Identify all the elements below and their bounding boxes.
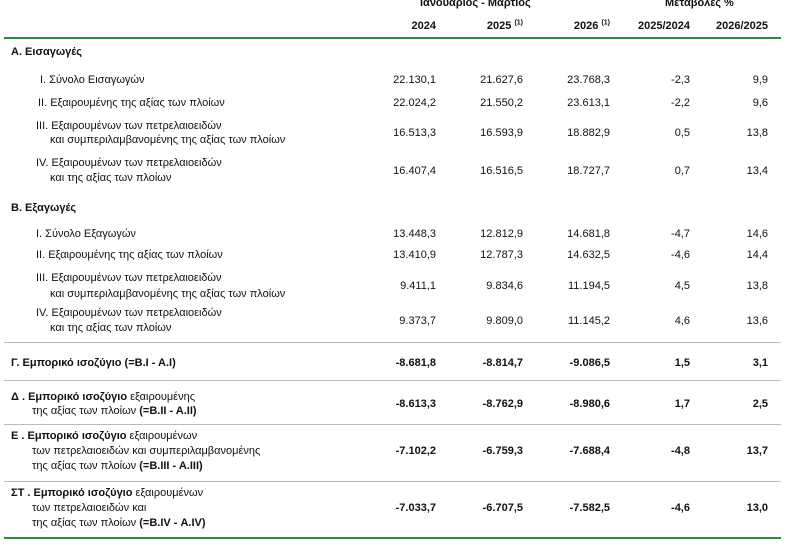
b2-2025: 12.787,3 xyxy=(480,249,523,261)
b1-label: I. Σύνολο Εξαγωγών xyxy=(36,228,136,240)
st-chg2: 13,0 xyxy=(746,502,768,514)
e-chg2: 13,7 xyxy=(746,445,768,457)
g-2024: -8.681,8 xyxy=(395,357,436,369)
d-label-line2: της αξίας των πλοίων (=Β.ΙΙ - Α.ΙΙ) xyxy=(32,405,197,417)
b2-chg2: 14,4 xyxy=(746,249,768,261)
b4-2026: 11.145,2 xyxy=(567,315,610,327)
a4-label-line2: και της αξίας των πλοίων xyxy=(50,172,172,184)
a4-2026: 18.727,7 xyxy=(567,165,610,177)
b2-label: II. Εξαιρουμένης της αξίας των πλοίων xyxy=(36,249,223,261)
d-2025: -8.762,9 xyxy=(482,398,523,410)
col-change2-header: 2026/2025 xyxy=(716,20,768,32)
a3-label-line2: και συμπεριλαμβανομένης της αξίας των πλ… xyxy=(50,134,286,146)
period-header: Ιανουάριος - Μάρτιος xyxy=(420,0,531,9)
d-2026: -8.980,6 xyxy=(569,398,610,410)
b3-chg2: 13,8 xyxy=(746,280,768,292)
b1-chg2: 14,6 xyxy=(746,228,768,240)
a3-2026: 18.882,9 xyxy=(567,127,610,139)
g-chg2: 3,1 xyxy=(752,357,768,369)
divider-g xyxy=(4,380,781,381)
a1-2026: 23.768,3 xyxy=(567,74,610,86)
divider-e xyxy=(4,481,781,482)
g-2025: -8.814,7 xyxy=(482,357,523,369)
b1-2025: 12.812,9 xyxy=(480,228,523,240)
a3-label-line1: III. Εξαιρουμένων των πετρελαιοειδών xyxy=(36,120,222,132)
d-chg1: 1,7 xyxy=(674,398,690,410)
g-chg1: 1,5 xyxy=(674,357,690,369)
b3-2024: 9.411,1 xyxy=(400,280,436,292)
a1-label: I. Σύνολο Εισαγωγών xyxy=(40,74,145,86)
b2-2026: 14.632,5 xyxy=(567,249,610,261)
b3-label-line2: και συμπεριλαμβανομένης της αξίας των πλ… xyxy=(50,288,286,300)
a3-chg2: 13,8 xyxy=(746,127,768,139)
b3-2025: 9.834,6 xyxy=(486,280,523,292)
b4-label-line1: IV. Εξαιρουμένων των πετρελαιοειδών xyxy=(36,307,222,319)
e-label-line3: της αξίας των πλοίων (=Β.ΙΙΙ - Α.ΙΙΙ) xyxy=(32,460,203,472)
section-a-title: Α. Εισαγωγές xyxy=(11,46,82,58)
b3-chg1: 4,5 xyxy=(674,280,690,292)
a2-chg1: -2,2 xyxy=(671,97,690,109)
st-label-line2: των πετρελαιοειδών και xyxy=(32,502,147,514)
b1-chg1: -4,7 xyxy=(671,228,690,240)
section-b-title: Β. Εξαγωγές xyxy=(11,202,77,214)
e-2026: -7.688,4 xyxy=(569,445,610,457)
e-label-line2: των πετρελαιοειδών και συμπεριλαμβανομέν… xyxy=(32,445,261,457)
a4-2025: 16.516,5 xyxy=(480,165,523,177)
footer-rule xyxy=(4,537,781,539)
divider-b xyxy=(4,342,781,343)
col-change1-header: 2025/2024 xyxy=(638,20,690,32)
a4-chg1: 0,7 xyxy=(674,165,690,177)
g-2026: -9.086,5 xyxy=(569,357,610,369)
d-chg2: 2,5 xyxy=(752,398,768,410)
a4-2024: 16.407,4 xyxy=(393,165,436,177)
a4-chg2: 13,4 xyxy=(746,165,768,177)
d-2024: -8.613,3 xyxy=(395,398,436,410)
a1-chg2: 9,9 xyxy=(752,74,768,86)
st-chg1: -4,6 xyxy=(671,502,690,514)
b4-2024: 9.373,7 xyxy=(399,315,436,327)
divider-d xyxy=(4,424,781,425)
st-label-line3: της αξίας των πλοίων (=Β.IV - Α.IV) xyxy=(32,517,206,529)
b1-2026: 14.681,8 xyxy=(567,228,610,240)
st-2025: -6.707,5 xyxy=(482,502,523,514)
a2-chg2: 9,6 xyxy=(752,97,768,109)
change-header: Μεταβολές % xyxy=(665,0,734,9)
a4-label-line1: IV. Εξαιρουμένων των πετρελαιοειδών xyxy=(36,157,222,169)
a3-2025: 16.593,9 xyxy=(480,127,523,139)
col-2024-header: 2024 xyxy=(411,20,436,32)
b4-chg2: 13,6 xyxy=(746,315,768,327)
col-2026-header: 2026 (1) xyxy=(573,19,610,32)
a2-label: II. Εξαιρουμένης της αξίας των πλοίων xyxy=(38,97,225,109)
e-2025: -6.759,3 xyxy=(482,445,523,457)
st-label-line1: ΣΤ . Εμπορικό ισοζύγιο εξαιρουμένων xyxy=(11,487,204,499)
b4-chg1: 4,6 xyxy=(674,315,690,327)
b3-label-line1: III. Εξαιρουμένων των πετρελαιοειδών xyxy=(36,272,222,284)
a1-2025: 21.627,6 xyxy=(480,74,523,86)
b2-chg1: -4,6 xyxy=(671,249,690,261)
st-2026: -7.582,5 xyxy=(569,502,610,514)
b3-2026: 11.194,5 xyxy=(567,280,610,292)
b2-2024: 13.410,9 xyxy=(393,249,436,261)
a2-2026: 23.613,1 xyxy=(567,97,610,109)
b4-label-line2: και της αξίας των πλοίων xyxy=(50,322,172,334)
d-label-line1: Δ . Εμπορικό ισοζύγιο εξαιρουμένης xyxy=(11,391,195,403)
e-2024: -7.102,2 xyxy=(395,445,436,457)
header-rule xyxy=(4,37,781,39)
a2-2025: 21.550,2 xyxy=(480,97,523,109)
e-label-line1: Ε . Εμπορικό ισοζύγιο εξαιρουμένων xyxy=(11,430,198,442)
a1-chg1: -2,3 xyxy=(671,74,690,86)
b1-2024: 13.448,3 xyxy=(393,228,436,240)
st-2024: -7.033,7 xyxy=(395,502,436,514)
e-chg1: -4,8 xyxy=(671,445,690,457)
g-label: Γ. Εμπορικό ισοζύγιο (=Β.Ι - Α.Ι) xyxy=(11,357,176,369)
a3-chg1: 0,5 xyxy=(674,127,690,139)
b4-2025: 9.809,0 xyxy=(486,315,523,327)
a1-2024: 22.130,1 xyxy=(393,74,436,86)
a3-2024: 16.513,3 xyxy=(393,127,436,139)
a2-2024: 22.024,2 xyxy=(393,97,436,109)
col-2025-header: 2025 (1) xyxy=(486,19,523,32)
